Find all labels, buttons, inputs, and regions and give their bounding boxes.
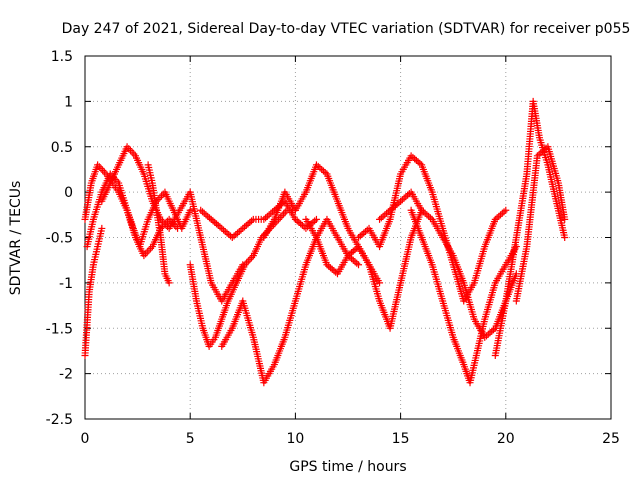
y-tick-label: -1 xyxy=(59,276,73,292)
data-point xyxy=(244,257,252,265)
data-point xyxy=(145,246,153,254)
data-point xyxy=(246,255,254,263)
data-point xyxy=(280,210,288,218)
data-point xyxy=(99,166,107,174)
data-point xyxy=(128,148,136,156)
data-point xyxy=(186,206,194,214)
grid-lines xyxy=(85,56,611,419)
y-tick-label: -2.5 xyxy=(46,412,73,428)
y-tick-label: -1.5 xyxy=(46,321,73,337)
y-tick-label: 1.5 xyxy=(51,49,73,65)
x-tick-label: 25 xyxy=(602,431,620,447)
y-tick-label: -0.5 xyxy=(46,231,73,247)
x-tick-label: 0 xyxy=(81,431,90,447)
data-point xyxy=(97,165,105,173)
data-point xyxy=(561,234,569,241)
data-point xyxy=(165,279,173,287)
y-tick-label: 0.5 xyxy=(51,140,73,156)
plot-frame xyxy=(84,55,612,420)
y-tick-labels: -2.5 -2 -1.5 -1 -0.5 0 0.5 1 1.5 xyxy=(46,49,73,428)
data-point xyxy=(143,248,151,256)
x-tick-label: 15 xyxy=(392,431,410,447)
y-tick-label: 0 xyxy=(64,185,73,201)
chart-title: Day 247 of 2021, Sidereal Day-to-day VTE… xyxy=(62,21,631,37)
data-point xyxy=(162,221,170,229)
y-axis-label: SDTVAR / TECUs xyxy=(8,181,24,296)
data-point xyxy=(561,215,569,223)
x-axis-label: GPS time / hours xyxy=(289,459,406,475)
data-point xyxy=(126,146,134,154)
data-point xyxy=(376,279,384,287)
data-point xyxy=(174,224,182,232)
data-point xyxy=(502,206,510,214)
x-tick-label: 10 xyxy=(286,431,304,447)
y-tick-label: 1 xyxy=(64,94,73,110)
data-point xyxy=(98,224,106,232)
x-tick-labels: 0 5 10 15 20 25 xyxy=(81,431,620,447)
y-tick-label: -2 xyxy=(59,367,73,383)
data-point xyxy=(355,261,363,269)
data-point xyxy=(100,168,108,176)
x-tick-label: 20 xyxy=(497,431,515,447)
data-point xyxy=(158,192,166,200)
data-points xyxy=(81,97,569,387)
x-tick-label: 5 xyxy=(186,431,195,447)
data-point xyxy=(312,215,320,223)
data-point xyxy=(278,212,286,220)
data-point xyxy=(281,208,289,216)
